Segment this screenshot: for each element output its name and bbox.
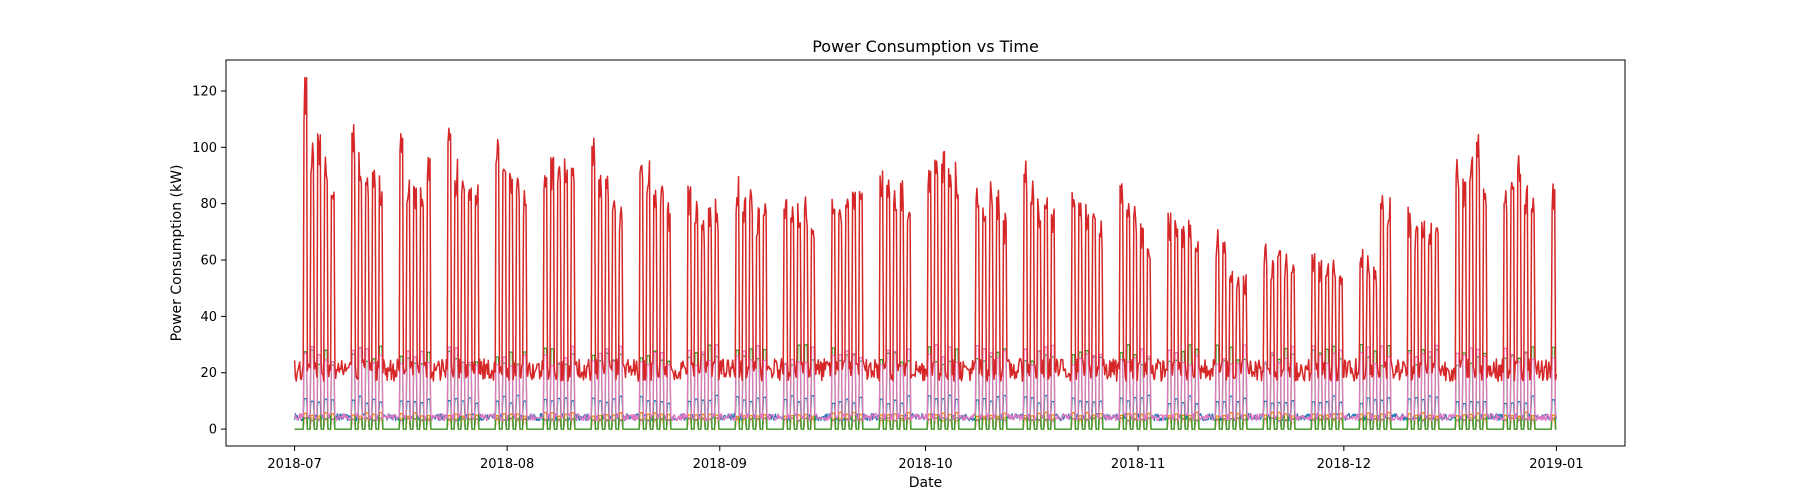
x-tick-label-3: 2018-10 — [898, 457, 952, 472]
x-tick-label-5: 2018-12 — [1317, 457, 1371, 472]
series-line-2 — [294, 343, 1557, 430]
y-tick-label-2: 40 — [200, 310, 217, 325]
y-tick-label-0: 0 — [209, 423, 217, 438]
y-tick-label-3: 60 — [200, 254, 217, 269]
series-line-0 — [293, 76, 1558, 382]
y-tick-label-6: 120 — [192, 84, 217, 99]
y-tick-label-4: 80 — [200, 197, 217, 212]
x-tick-label-6: 2019-01 — [1529, 457, 1583, 472]
x-tick-label-2: 2018-09 — [693, 457, 747, 472]
x-axis-title: Date — [909, 475, 942, 491]
x-tick-label-1: 2018-08 — [480, 457, 534, 472]
x-tick-label-0: 2018-07 — [267, 457, 321, 472]
series-layer — [293, 76, 1558, 430]
y-tick-label-5: 100 — [192, 141, 217, 156]
axes-layer: 2018-07 2018-08 2018-09 2018-10 2018-11 2018-… — [192, 84, 1583, 472]
chart-title: Power Consumption vs Time — [812, 37, 1039, 56]
x-tick-label-4: 2018-11 — [1111, 457, 1165, 472]
y-axis-title: Power Consumption (kW) — [169, 165, 185, 342]
series-line-1 — [293, 343, 1558, 422]
y-tick-label-1: 20 — [200, 366, 217, 381]
